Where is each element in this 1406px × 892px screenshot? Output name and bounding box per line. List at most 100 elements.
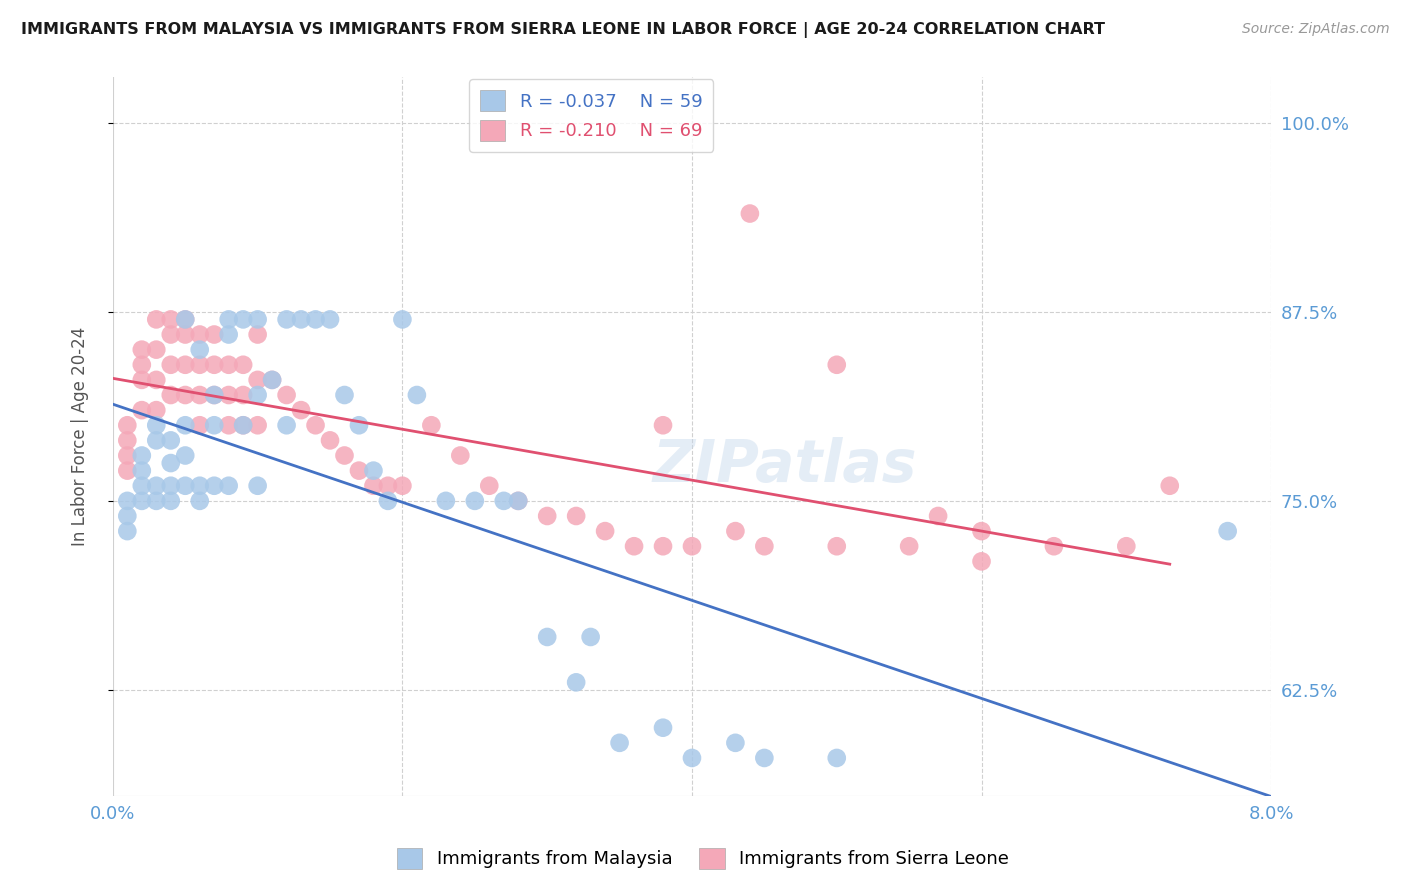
Point <box>536 630 558 644</box>
Point <box>131 449 153 463</box>
Point <box>754 539 776 553</box>
Point <box>464 494 486 508</box>
Point <box>579 630 602 644</box>
Point <box>347 418 370 433</box>
Point <box>117 524 139 538</box>
Point <box>347 464 370 478</box>
Point <box>304 418 326 433</box>
Point <box>188 358 211 372</box>
Point <box>290 403 312 417</box>
Point <box>724 524 747 538</box>
Point <box>681 539 703 553</box>
Point <box>202 479 225 493</box>
Point <box>131 464 153 478</box>
Legend: Immigrants from Malaysia, Immigrants from Sierra Leone: Immigrants from Malaysia, Immigrants fro… <box>389 840 1017 876</box>
Point <box>202 327 225 342</box>
Point <box>1115 539 1137 553</box>
Point <box>276 312 298 326</box>
Point <box>232 388 254 402</box>
Point <box>508 494 530 508</box>
Point <box>232 418 254 433</box>
Point <box>218 418 240 433</box>
Point <box>825 539 848 553</box>
Point <box>333 449 356 463</box>
Point <box>536 508 558 523</box>
Y-axis label: In Labor Force | Age 20-24: In Labor Force | Age 20-24 <box>72 327 89 546</box>
Point <box>159 479 181 493</box>
Point <box>970 554 993 568</box>
Point <box>218 479 240 493</box>
Point <box>188 479 211 493</box>
Text: ZIPatlas: ZIPatlas <box>652 437 917 494</box>
Point <box>218 358 240 372</box>
Point <box>246 418 269 433</box>
Point <box>652 539 675 553</box>
Point <box>145 434 167 448</box>
Point <box>333 388 356 402</box>
Point <box>246 388 269 402</box>
Point <box>145 312 167 326</box>
Point <box>681 751 703 765</box>
Point <box>159 327 181 342</box>
Point <box>202 388 225 402</box>
Legend: R = -0.037    N = 59, R = -0.210    N = 69: R = -0.037 N = 59, R = -0.210 N = 69 <box>470 79 713 152</box>
Point <box>188 388 211 402</box>
Point <box>131 479 153 493</box>
Point <box>131 494 153 508</box>
Point <box>377 479 399 493</box>
Point <box>188 327 211 342</box>
Point <box>927 508 949 523</box>
Point <box>246 479 269 493</box>
Point <box>174 312 197 326</box>
Point <box>508 494 530 508</box>
Point <box>406 388 429 402</box>
Point <box>290 312 312 326</box>
Point <box>478 479 501 493</box>
Point <box>188 494 211 508</box>
Point <box>754 751 776 765</box>
Point <box>202 388 225 402</box>
Point <box>1043 539 1066 553</box>
Text: IMMIGRANTS FROM MALAYSIA VS IMMIGRANTS FROM SIERRA LEONE IN LABOR FORCE | AGE 20: IMMIGRANTS FROM MALAYSIA VS IMMIGRANTS F… <box>21 22 1105 38</box>
Point <box>262 373 284 387</box>
Point <box>188 343 211 357</box>
Point <box>145 494 167 508</box>
Point <box>232 418 254 433</box>
Point <box>246 373 269 387</box>
Point <box>131 343 153 357</box>
Point <box>492 494 515 508</box>
Point <box>449 449 471 463</box>
Point <box>117 418 139 433</box>
Point <box>145 418 167 433</box>
Point <box>825 751 848 765</box>
Point <box>174 418 197 433</box>
Point <box>825 358 848 372</box>
Point <box>218 327 240 342</box>
Point <box>202 358 225 372</box>
Point <box>319 434 342 448</box>
Point <box>652 721 675 735</box>
Point <box>391 479 413 493</box>
Text: Source: ZipAtlas.com: Source: ZipAtlas.com <box>1241 22 1389 37</box>
Point <box>1216 524 1239 538</box>
Point <box>262 373 284 387</box>
Point <box>434 494 457 508</box>
Point <box>1159 479 1181 493</box>
Point <box>391 312 413 326</box>
Point <box>174 479 197 493</box>
Point <box>276 388 298 402</box>
Point <box>232 358 254 372</box>
Point <box>724 736 747 750</box>
Point <box>652 418 675 433</box>
Point <box>565 508 588 523</box>
Point <box>131 373 153 387</box>
Point <box>174 358 197 372</box>
Point <box>131 358 153 372</box>
Point <box>145 373 167 387</box>
Point <box>174 312 197 326</box>
Point <box>159 434 181 448</box>
Point <box>174 327 197 342</box>
Point <box>145 479 167 493</box>
Point <box>898 539 921 553</box>
Point <box>117 434 139 448</box>
